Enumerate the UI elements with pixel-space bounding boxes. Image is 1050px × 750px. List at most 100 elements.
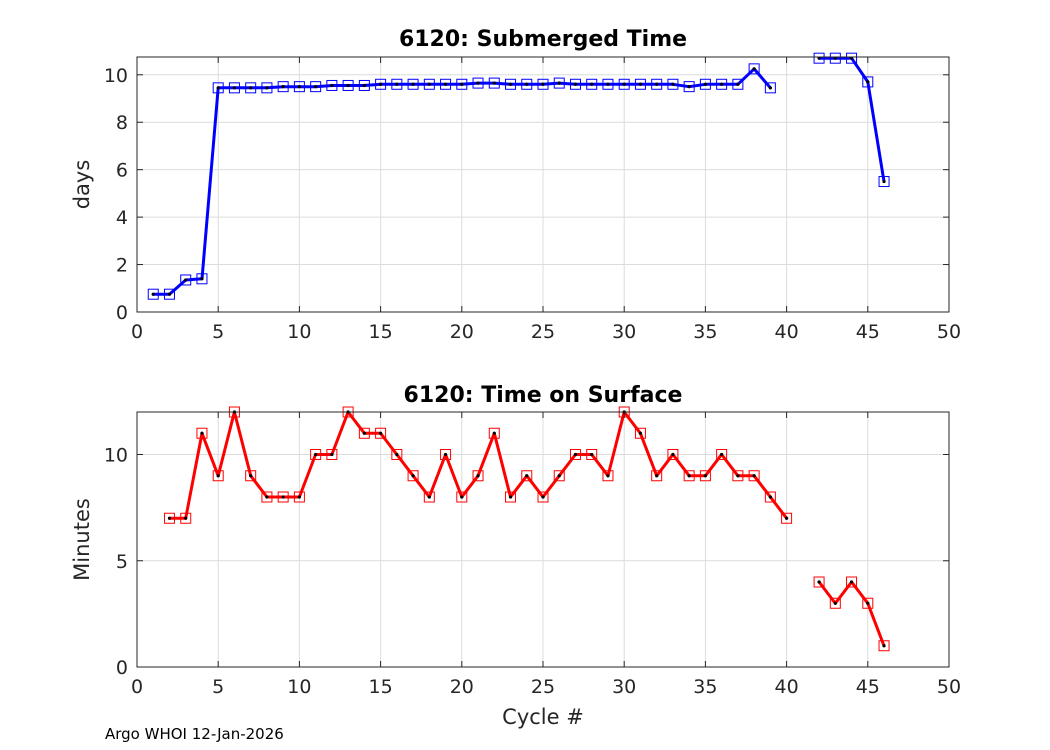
data-point-marker bbox=[651, 78, 663, 90]
data-point-marker bbox=[391, 78, 403, 90]
data-point-dot bbox=[249, 474, 253, 478]
data-point-dot bbox=[687, 85, 691, 89]
data-point-marker bbox=[553, 77, 565, 89]
data-point-marker bbox=[667, 449, 679, 460]
data-point-marker bbox=[180, 512, 192, 524]
data-point-marker bbox=[748, 470, 760, 482]
chart-title: 6120: Submerged Time bbox=[399, 27, 687, 52]
data-point-dot bbox=[557, 81, 561, 85]
data-point-marker bbox=[521, 470, 533, 482]
data-point-dot bbox=[752, 67, 756, 71]
x-tick-label: 45 bbox=[856, 676, 880, 698]
data-point-dot bbox=[314, 85, 318, 89]
data-point-dot bbox=[736, 474, 740, 478]
data-point-dot bbox=[232, 86, 237, 90]
data-point-marker bbox=[716, 449, 728, 460]
data-point-marker bbox=[245, 470, 257, 482]
data-point-dot bbox=[703, 82, 708, 86]
data-point-dot bbox=[655, 474, 659, 478]
data-point-marker bbox=[277, 81, 289, 93]
data-point-dot bbox=[687, 474, 691, 478]
data-point-marker bbox=[472, 470, 484, 482]
data-point-marker bbox=[764, 82, 776, 94]
x-tick-label: 50 bbox=[937, 676, 961, 698]
data-point-marker bbox=[293, 81, 305, 93]
y-tick-label: 5 bbox=[116, 551, 128, 573]
data-point-dot bbox=[655, 82, 659, 86]
data-point-dot bbox=[833, 601, 837, 605]
x-tick-label: 25 bbox=[531, 321, 555, 343]
data-point-dot bbox=[362, 431, 366, 435]
data-point-dot bbox=[427, 495, 431, 499]
x-tick-label: 50 bbox=[937, 321, 961, 343]
data-point-marker bbox=[407, 78, 419, 90]
data-point-dot bbox=[460, 82, 464, 86]
data-point-dot bbox=[590, 82, 594, 86]
data-point-marker bbox=[521, 78, 533, 90]
data-point-marker bbox=[537, 491, 549, 503]
data-point-marker bbox=[261, 491, 273, 503]
data-point-dot bbox=[882, 644, 886, 648]
data-point-dot bbox=[216, 474, 220, 478]
data-point-dot bbox=[768, 86, 772, 90]
data-point-dot bbox=[508, 495, 513, 499]
x-tick-label: 25 bbox=[531, 676, 555, 698]
data-point-marker bbox=[732, 470, 744, 482]
x-tick-label: 30 bbox=[612, 321, 636, 343]
data-point-marker bbox=[716, 78, 728, 90]
data-point-dot bbox=[167, 292, 172, 296]
data-point-dot bbox=[541, 82, 545, 86]
data-point-marker bbox=[163, 512, 175, 524]
x-tick-label: 0 bbox=[131, 676, 143, 698]
data-point-marker bbox=[846, 576, 858, 588]
data-point-marker bbox=[862, 76, 874, 88]
data-point-marker bbox=[569, 449, 581, 460]
data-point-dot bbox=[265, 86, 269, 90]
data-point-dot bbox=[573, 452, 578, 457]
data-point-dot bbox=[314, 452, 318, 457]
y-tick-label: 8 bbox=[116, 112, 128, 134]
y-tick-label: 0 bbox=[116, 302, 128, 324]
data-point-dot bbox=[785, 516, 789, 520]
data-point-marker bbox=[358, 79, 370, 91]
data-point-dot bbox=[768, 495, 772, 499]
data-point-marker bbox=[764, 491, 776, 503]
data-point-marker bbox=[212, 470, 224, 482]
data-point-marker bbox=[423, 491, 435, 503]
data-point-marker bbox=[358, 427, 370, 439]
data-point-dot bbox=[265, 495, 269, 499]
data-point-dot bbox=[703, 474, 708, 478]
data-point-marker bbox=[781, 512, 793, 524]
data-point-marker bbox=[813, 52, 825, 64]
data-point-marker bbox=[748, 63, 760, 75]
data-point-marker bbox=[342, 79, 354, 91]
data-point-dot bbox=[882, 179, 886, 184]
data-point-dot bbox=[492, 431, 496, 435]
y-tick-label: 10 bbox=[104, 65, 128, 87]
y-tick-label: 10 bbox=[104, 445, 128, 467]
data-point-marker bbox=[634, 78, 646, 90]
data-point-marker bbox=[634, 427, 646, 439]
data-point-dot bbox=[590, 452, 594, 457]
data-point-marker bbox=[440, 449, 452, 460]
data-point-dot bbox=[525, 82, 529, 86]
x-tick-label: 5 bbox=[212, 676, 224, 698]
data-point-marker bbox=[488, 77, 500, 89]
data-point-dot bbox=[476, 81, 480, 85]
data-point-marker bbox=[878, 640, 890, 652]
data-point-dot bbox=[297, 495, 301, 499]
data-point-dot bbox=[671, 452, 675, 457]
data-point-marker bbox=[699, 78, 711, 90]
data-point-marker bbox=[667, 78, 679, 90]
data-point-dot bbox=[720, 452, 724, 457]
data-point-marker bbox=[505, 491, 517, 503]
data-point-dot bbox=[249, 86, 253, 90]
data-point-dot bbox=[525, 474, 529, 478]
footer-credit: Argo WHOI 12-Jan-2026 bbox=[105, 725, 284, 743]
data-point-marker bbox=[683, 470, 695, 482]
data-point-dot bbox=[606, 474, 610, 478]
x-tick-label: 5 bbox=[212, 321, 224, 343]
data-point-marker bbox=[488, 427, 500, 439]
data-point-dot bbox=[460, 495, 464, 499]
data-point-marker bbox=[699, 470, 711, 482]
